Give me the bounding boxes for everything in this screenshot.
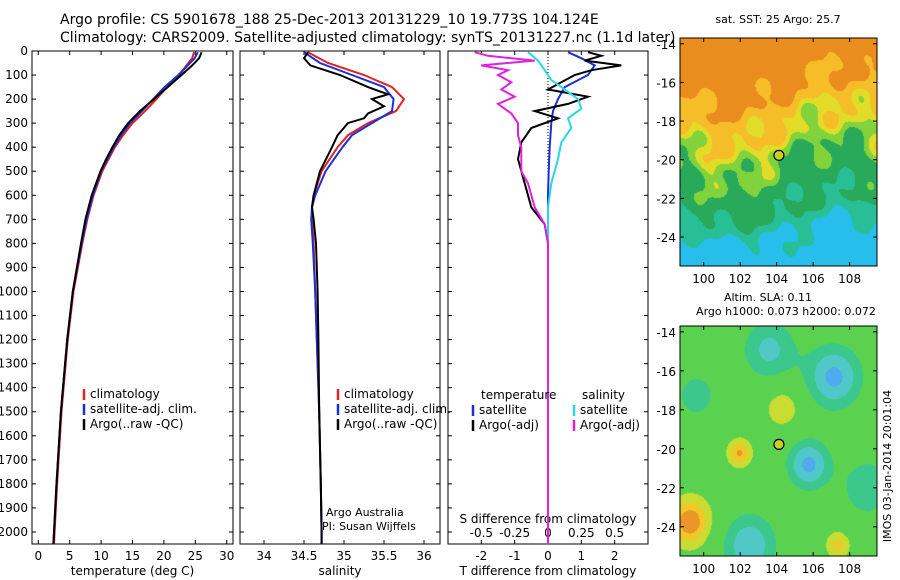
temperature-xtick-label: 25 <box>188 549 203 563</box>
salinity-series-line <box>307 51 406 544</box>
depth-tick-label: 2000 <box>0 525 28 539</box>
sla-map-canvas <box>680 326 877 556</box>
temperature-xtick-label: 30 <box>219 549 234 563</box>
salinity-series-line <box>302 51 392 544</box>
salinity-frame <box>239 50 441 545</box>
legend-label: climatology <box>344 387 414 401</box>
difference-panel: -2 -1 0 1 2T difference from climatology -0.5… <box>447 50 649 578</box>
salinity-xtick-label: 35 <box>336 549 351 563</box>
depth-tick-label: 800 <box>5 236 28 250</box>
difference-series-line <box>474 51 549 544</box>
depth-tick-label: 1500 <box>0 405 28 419</box>
salinity-panel: 34 34.5 35 35.5 36 salinity climatologysatelli… <box>239 50 451 578</box>
temperature-frame <box>31 50 234 545</box>
salinity-diff-tick-label: -0.25 <box>499 526 530 540</box>
depth-tick-label: 1200 <box>0 333 28 347</box>
salinity-xtick-label: 36 <box>416 549 431 563</box>
temperature-panel: 0100200300400500600700800900100011001200… <box>0 44 234 578</box>
salinity-diff-tick-label: -0.5 <box>470 526 493 540</box>
depth-tick-label: 1600 <box>0 429 28 443</box>
salinity-xtick-label: 35.5 <box>371 549 398 563</box>
difference-xtick-label: -1 <box>509 549 521 563</box>
legend-title-temperature: temperature <box>481 388 556 402</box>
depth-tick-label: 1700 <box>0 453 28 467</box>
temperature-xtick-label: 0 <box>34 549 42 563</box>
depth-tick-label: 500 <box>5 164 28 178</box>
sst-map-canvas <box>680 38 877 266</box>
depth-tick-label: 1400 <box>0 381 28 395</box>
depth-tick-label: 100 <box>5 68 28 82</box>
depth-tick-label: 700 <box>5 212 28 226</box>
salinity-xlabel: salinity <box>318 564 361 578</box>
legend-label: satellite-adj. clim. <box>90 402 197 416</box>
legend-label: Argo(-adj) <box>479 418 539 432</box>
difference-xtick-label: -2 <box>475 549 487 563</box>
salinity-diff-tick-label: 0.5 <box>605 526 624 540</box>
temperature-xtick-label: 20 <box>156 549 171 563</box>
institution-annotation: Argo Australia <box>326 506 404 519</box>
difference-xtick-label: 0 <box>544 549 552 563</box>
legend-label: satellite <box>580 403 628 417</box>
depth-tick-label: 1900 <box>0 501 28 515</box>
legend-label: Argo(..raw -QC) <box>90 417 183 431</box>
depth-tick-label: 300 <box>5 116 28 130</box>
depth-tick-label: 900 <box>5 260 28 274</box>
depth-tick-label: 1800 <box>0 477 28 491</box>
pi-annotation: PI: Susan Wijffels <box>322 520 416 533</box>
salinity-xtick-label: 34 <box>256 549 271 563</box>
figure-title-line1: Argo profile: CS 5901678_188 25-Dec-2013… <box>60 12 599 28</box>
legend-label: satellite <box>479 403 527 417</box>
difference-xlabel: T difference from climatology <box>459 564 637 578</box>
temperature-xtick-label: 15 <box>125 549 140 563</box>
temperature-xtick-label: 10 <box>93 549 108 563</box>
difference-xtick-label: 1 <box>578 549 586 563</box>
depth-tick-label: 1000 <box>0 284 28 298</box>
salinity-xtick-label: 34.5 <box>291 549 318 563</box>
depth-tick-label: 1100 <box>0 309 28 323</box>
salinity-diff-tick-label: 0.25 <box>568 526 595 540</box>
temperature-series-line <box>52 51 203 545</box>
legend-label: satellite-adj. clim. <box>344 402 451 416</box>
legend-label: Argo(-adj) <box>580 418 640 432</box>
depth-tick-label: 400 <box>5 140 28 154</box>
legend-label: Argo(..raw -QC) <box>344 417 437 431</box>
legend-title-salinity: salinity <box>582 388 625 402</box>
depth-tick-label: 1300 <box>0 357 28 371</box>
temperature-xlabel: temperature (deg C) <box>71 564 194 578</box>
difference-xtick-label: 2 <box>611 549 619 563</box>
depth-tick-label: 600 <box>5 188 28 202</box>
depth-tick-label: 200 <box>5 92 28 106</box>
temperature-xtick-label: 5 <box>66 549 74 563</box>
depth-tick-label: 0 <box>20 44 28 58</box>
temperature-series-line <box>53 51 196 545</box>
legend-label: climatology <box>90 387 160 401</box>
figure-title-line2: Climatology: CARS2009. Satellite-adjuste… <box>60 30 676 46</box>
